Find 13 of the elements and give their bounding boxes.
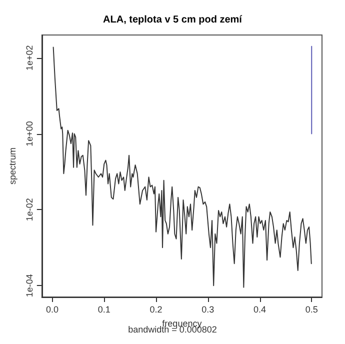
y-tick-label: 1e-04 — [24, 274, 34, 298]
x-tick-label: 0.5 — [305, 304, 318, 314]
y-tick-label: 1e-02 — [24, 198, 34, 222]
y-tick-label: 1e+02 — [24, 45, 34, 70]
line-series — [52, 46, 312, 288]
x-tick-label: 0.1 — [98, 304, 110, 314]
x-tick-label: 0.2 — [150, 304, 162, 314]
x-tick-label: 0.3 — [202, 304, 214, 314]
chart-title: ALA, teplota v 5 cm pod zemí — [103, 14, 244, 26]
x-tick-label: 0.0 — [46, 304, 59, 314]
y-tick-label: 1e+00 — [24, 121, 34, 146]
y-axis-title: spectrum — [8, 147, 18, 185]
x-tick-label: 0.4 — [254, 304, 266, 314]
